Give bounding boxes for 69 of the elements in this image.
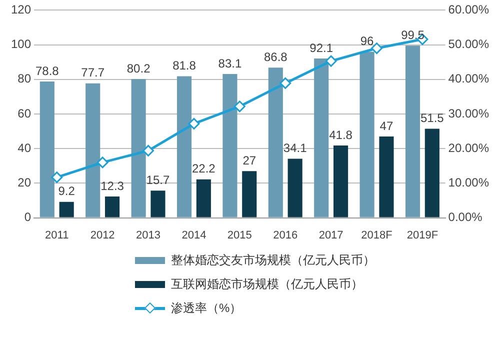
data-label: 27 xyxy=(242,153,256,168)
bar xyxy=(196,179,211,218)
y-tick-label: 20 xyxy=(18,176,32,190)
x-tick-label: 2013 xyxy=(136,229,161,242)
y2-tick-label: 30.00% xyxy=(448,106,490,120)
bar xyxy=(59,202,74,218)
bar xyxy=(131,79,146,218)
data-label: 51.5 xyxy=(420,111,444,126)
data-label: 86.8 xyxy=(264,50,288,64)
data-label: 22.2 xyxy=(192,162,216,176)
data-label: 92.1 xyxy=(310,40,334,55)
bar xyxy=(288,158,302,218)
bar xyxy=(242,171,257,218)
point xyxy=(188,118,200,130)
y2-tick-label: 10.00% xyxy=(448,176,490,190)
y-tick-label: 120 xyxy=(10,2,32,17)
point xyxy=(325,55,337,67)
bar xyxy=(424,128,440,218)
bar xyxy=(150,190,166,218)
legend-label: 渗透率（%） xyxy=(171,300,242,316)
data-label: 81.8 xyxy=(172,58,196,73)
data-label: 99.5 xyxy=(401,28,425,42)
data-label: 9.2 xyxy=(58,184,76,198)
data-label: 80.2 xyxy=(126,61,151,76)
data-label: 77.7 xyxy=(81,66,105,80)
x-tick-label: 2014 xyxy=(182,229,206,242)
bar xyxy=(268,68,283,218)
data-label: 96 xyxy=(360,34,374,48)
legend-label: 整体婚恋交友市场规模（亿元人民币） xyxy=(171,252,375,268)
bar xyxy=(405,46,420,218)
x-tick-label: 2019F xyxy=(406,229,438,242)
y2-tick-label: 0.00% xyxy=(448,210,483,224)
point xyxy=(280,77,292,89)
bar xyxy=(379,136,394,218)
data-label: 12.3 xyxy=(100,178,124,193)
bar xyxy=(104,196,120,218)
x-tick-label: 2011 xyxy=(45,229,69,242)
data-label: 41.8 xyxy=(329,128,353,142)
y-tick-label: 40 xyxy=(18,140,32,155)
bar xyxy=(40,81,54,218)
point xyxy=(234,100,246,112)
bar xyxy=(222,74,238,218)
y2-tick-label: 20.00% xyxy=(448,140,490,155)
bar xyxy=(86,83,100,218)
data-label: 34.1 xyxy=(283,141,308,156)
point xyxy=(96,156,108,168)
legend-label: 互联网婚恋市场规模（亿元人民币） xyxy=(171,276,363,292)
bar xyxy=(360,52,374,218)
data-label: 47 xyxy=(380,118,394,133)
bar xyxy=(176,76,192,218)
data-label: 83.1 xyxy=(218,56,242,70)
y-tick-label: 60 xyxy=(18,106,32,120)
y-tick-label: 100 xyxy=(10,37,32,52)
data-label: 78.8 xyxy=(35,64,60,78)
y-tick-label: 80 xyxy=(18,72,32,86)
x-tick-label: 2016 xyxy=(273,229,298,242)
bar xyxy=(333,145,348,218)
bar xyxy=(314,58,329,218)
x-tick-label: 2018F xyxy=(361,229,393,242)
x-tick-label: 2017 xyxy=(318,229,344,242)
data-label: 15.7 xyxy=(146,172,170,187)
x-tick-label: 2015 xyxy=(227,229,252,242)
point xyxy=(51,172,63,184)
point xyxy=(142,144,154,156)
y2-tick-label: 40.00% xyxy=(448,72,490,86)
y-tick-label: 0 xyxy=(24,210,32,224)
y2-tick-label: 60.00% xyxy=(448,2,490,17)
x-tick-label: 2012 xyxy=(90,229,115,242)
y2-tick-label: 50.00% xyxy=(448,37,490,52)
